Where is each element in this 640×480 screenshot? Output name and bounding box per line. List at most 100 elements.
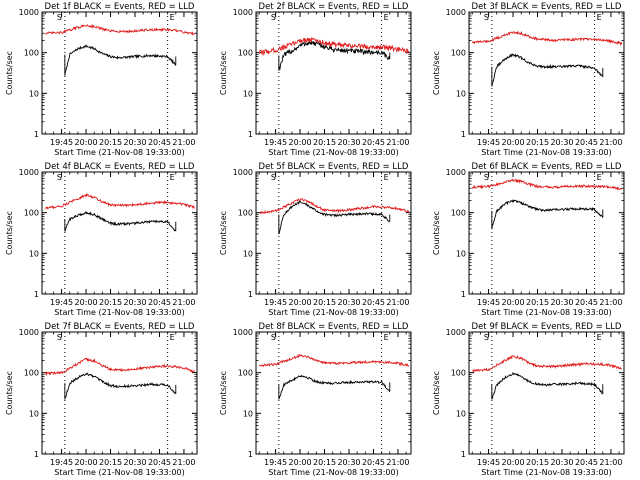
x-tick-label: 19:45 [50, 298, 73, 307]
y-tick-label: 10 [243, 89, 253, 98]
x-axis-label: Start Time (21-Nov-08 19:33:00) [481, 468, 611, 477]
y-tick-label: 1000 [446, 8, 466, 17]
plot-frame [41, 171, 198, 295]
x-tick-label: 21:00 [599, 458, 622, 467]
x-tick-label: 19:45 [50, 138, 73, 147]
x-tick-label: 21:00 [599, 298, 622, 307]
end-marker-label: E [170, 333, 175, 342]
y-tick-label: 10 [29, 409, 39, 418]
detector-panel-5: Det 5f BLACK = Events, RED = LLD 1 10 100 10… [219, 162, 412, 317]
y-tick-label: 1 [248, 130, 253, 139]
y-tick-label: 1000 [446, 328, 466, 337]
x-tick-label: 20:15 [99, 138, 122, 147]
y-tick-label: 100 [238, 369, 253, 378]
x-tick-label: 20:15 [526, 138, 549, 147]
y-tick-label: 1 [461, 290, 466, 299]
detector-panel-4: Det 4f BLACK = Events, RED = LLD 1 10 100 10… [5, 162, 198, 317]
x-tick-label: 20:15 [526, 458, 549, 467]
y-tick-label: 100 [24, 209, 39, 218]
plot-frame [41, 11, 198, 135]
y-tick-label: 1000 [446, 168, 466, 177]
y-tick-label: 10 [29, 249, 39, 258]
series-events-line [278, 40, 391, 71]
series-lld-line [45, 23, 196, 36]
series-lld-line [472, 354, 623, 374]
x-tick-label: 20:00 [289, 458, 312, 467]
y-axis-label: Counts/sec [219, 51, 228, 95]
series-events-line [491, 371, 603, 400]
end-marker-label: E [384, 13, 389, 22]
y-tick-label: 100 [451, 209, 466, 218]
x-tick-label: 20:45 [148, 138, 171, 147]
series-lld-line [45, 192, 195, 210]
y-tick-label: 100 [24, 369, 39, 378]
series-lld-line [471, 178, 623, 191]
x-tick-label: 20:45 [362, 298, 385, 307]
plot-frame [255, 11, 412, 135]
y-tick-label: 10 [456, 249, 466, 258]
panel-title: Det 4f BLACK = Events, RED = LLD [45, 162, 195, 172]
x-tick-label: 21:00 [386, 458, 409, 467]
x-tick-label: 20:30 [123, 138, 146, 147]
y-tick-label: 1 [461, 450, 466, 459]
y-tick-label: 1000 [19, 168, 39, 177]
x-tick-label: 20:00 [75, 138, 98, 147]
plot-frame [255, 171, 412, 295]
y-tick-label: 1000 [233, 168, 253, 177]
end-marker-label: E [597, 13, 602, 22]
x-tick-label: 19:45 [264, 298, 287, 307]
y-tick-label: 10 [456, 89, 466, 98]
start-marker-label: S [57, 173, 62, 182]
series-events-line [64, 211, 176, 232]
y-axis-label: Counts/sec [432, 51, 441, 95]
series-events-line [491, 198, 604, 230]
x-tick-label: 20:30 [123, 458, 146, 467]
y-axis-label: Counts/sec [5, 211, 14, 255]
x-tick-label: 21:00 [386, 298, 409, 307]
x-tick-label: 20:15 [313, 298, 336, 307]
y-tick-label: 1 [248, 290, 253, 299]
x-tick-label: 20:30 [337, 138, 360, 147]
x-tick-label: 20:30 [337, 458, 360, 467]
y-tick-label: 10 [243, 409, 253, 418]
x-axis-label: Start Time (21-Nov-08 19:33:00) [268, 148, 398, 157]
start-marker-label: S [271, 333, 276, 342]
detector-panel-3: Det 3f BLACK = Events, RED = LLD 1 10 100 10… [432, 2, 625, 157]
plot-frame [41, 331, 198, 455]
series-lld-line [258, 36, 410, 57]
y-axis-label: Counts/sec [432, 211, 441, 255]
y-tick-label: 1000 [233, 8, 253, 17]
x-tick-label: 20:00 [289, 298, 312, 307]
panel-title: Det 6f BLACK = Events, RED = LLD [472, 162, 622, 172]
panel-title: Det 7f BLACK = Events, RED = LLD [45, 322, 195, 332]
x-tick-label: 19:45 [264, 458, 287, 467]
x-tick-label: 20:00 [289, 138, 312, 147]
x-tick-label: 19:45 [477, 458, 500, 467]
end-marker-label: E [384, 333, 389, 342]
x-axis-label: Start Time (21-Nov-08 19:33:00) [54, 468, 184, 477]
panel-title: Det 2f BLACK = Events, RED = LLD [259, 2, 409, 12]
y-tick-label: 10 [29, 89, 39, 98]
x-tick-label: 20:45 [362, 458, 385, 467]
x-tick-label: 20:00 [502, 458, 525, 467]
y-tick-label: 1 [34, 290, 39, 299]
x-tick-label: 20:30 [550, 298, 573, 307]
x-tick-label: 20:15 [99, 298, 122, 307]
plot-frame [468, 11, 625, 135]
end-marker-label: E [170, 173, 175, 182]
y-axis-label: Counts/sec [432, 371, 441, 415]
plot-frame [468, 171, 625, 295]
x-tick-label: 19:45 [477, 298, 500, 307]
plot-frame [468, 331, 625, 455]
series-lld-line [471, 30, 623, 46]
detector-panel-1: Det 1f BLACK = Events, RED = LLD 1 10 100 10… [5, 2, 198, 157]
plot-frame [255, 331, 412, 455]
x-tick-label: 20:00 [75, 458, 98, 467]
x-tick-label: 21:00 [172, 298, 195, 307]
x-axis-label: Start Time (21-Nov-08 19:33:00) [268, 468, 398, 477]
x-tick-label: 21:00 [386, 138, 409, 147]
series-events-line [64, 372, 176, 400]
y-tick-label: 1000 [19, 328, 39, 337]
panel-title: Det 8f BLACK = Events, RED = LLD [259, 322, 409, 332]
